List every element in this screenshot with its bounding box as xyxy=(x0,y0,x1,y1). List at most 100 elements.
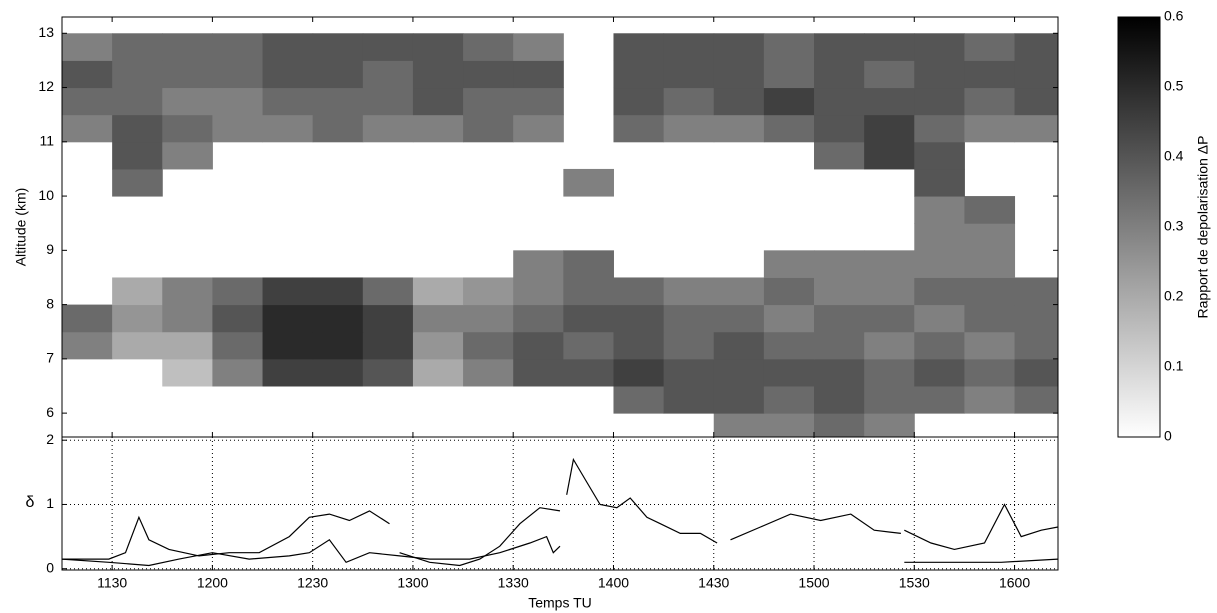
x-tick-label: 1430 xyxy=(698,575,729,591)
heat-cell xyxy=(763,358,815,387)
heat-cell xyxy=(262,87,314,116)
y-tick-label: 7 xyxy=(46,350,54,366)
heat-cell xyxy=(763,385,815,414)
heat-cell xyxy=(312,33,364,61)
y-tick-label: 0 xyxy=(46,559,54,575)
heatmap xyxy=(62,33,1058,437)
y-tick-label: 11 xyxy=(39,133,54,149)
heat-cell xyxy=(412,277,464,306)
heat-cell xyxy=(914,33,965,61)
heat-cell xyxy=(312,358,364,387)
heat-cell xyxy=(62,87,113,116)
heat-cell xyxy=(613,87,665,116)
heat-cell xyxy=(914,196,965,224)
heat-cell xyxy=(713,87,765,116)
heat-cell xyxy=(312,87,364,116)
heat-cell xyxy=(663,304,715,333)
heat-cell xyxy=(412,60,464,89)
heat-cell xyxy=(513,304,564,333)
heat-cell xyxy=(563,304,614,333)
heat-cell xyxy=(312,304,364,333)
heat-cell xyxy=(212,304,264,333)
heat-cell xyxy=(814,413,865,437)
heat-cell xyxy=(312,60,364,89)
heat-cell xyxy=(964,385,1016,414)
heat-cell xyxy=(1014,385,1058,414)
heat-cell xyxy=(262,331,314,360)
x-tick-label: 1600 xyxy=(999,575,1030,591)
heat-cell xyxy=(713,304,765,333)
y-tick-label: 6 xyxy=(46,404,54,420)
heat-cell xyxy=(663,358,715,387)
y-axis-title: Altitude (km) xyxy=(13,188,29,267)
heat-cell xyxy=(663,60,715,89)
heat-cell xyxy=(914,141,965,170)
heat-cell xyxy=(112,304,163,333)
heat-cell xyxy=(914,168,965,197)
heat-cell xyxy=(914,223,965,251)
heat-cell xyxy=(613,385,665,414)
colorbar-title: Rapport de depolarisation ΔP xyxy=(1195,136,1211,319)
heat-cell xyxy=(814,141,865,170)
heat-cell xyxy=(814,87,865,116)
heat-cell xyxy=(463,331,514,360)
heat-cell xyxy=(412,304,464,333)
heat-cell xyxy=(362,87,414,116)
heat-cell xyxy=(964,223,1016,251)
x-tick-label: 1300 xyxy=(397,575,428,591)
colorbar-tick-label: 0.5 xyxy=(1164,78,1184,94)
heat-cell xyxy=(713,60,765,89)
heat-cell xyxy=(864,250,915,278)
bottom-frame xyxy=(61,436,1059,571)
heat-cell xyxy=(763,331,815,360)
heat-cell xyxy=(964,60,1016,89)
heat-cell xyxy=(964,277,1016,306)
heat-cell xyxy=(713,358,765,387)
heat-cell xyxy=(864,114,915,143)
heat-cell xyxy=(62,60,113,89)
heat-cell xyxy=(162,304,213,333)
heat-cell xyxy=(763,277,815,306)
heat-cell xyxy=(412,331,464,360)
colorbar-tick-label: 0.1 xyxy=(1164,358,1184,374)
heat-cell xyxy=(814,60,865,89)
y-tick-label: 13 xyxy=(38,24,54,40)
colorbar-tick-label: 0.4 xyxy=(1164,148,1184,164)
heat-cell xyxy=(212,33,264,61)
heat-cell xyxy=(914,358,965,387)
x-tick-label: 1200 xyxy=(197,575,228,591)
heat-cell xyxy=(212,60,264,89)
heat-cell xyxy=(864,304,915,333)
heat-cell xyxy=(864,141,915,170)
heat-cell xyxy=(814,250,865,278)
heat-cell xyxy=(513,250,564,278)
heat-cell xyxy=(112,114,163,143)
heat-cell xyxy=(613,60,665,89)
heat-cell xyxy=(663,331,715,360)
heat-cell xyxy=(112,168,163,197)
y-axis-title: δ xyxy=(26,494,35,511)
y-tick-label: 9 xyxy=(46,241,54,257)
heat-cell xyxy=(864,87,915,116)
heat-cell xyxy=(362,114,414,143)
heat-cell xyxy=(713,277,765,306)
heat-cell xyxy=(864,358,915,387)
heat-cell xyxy=(513,87,564,116)
x-tick-label: 1530 xyxy=(899,575,930,591)
heat-cell xyxy=(262,60,314,89)
heat-cell xyxy=(613,33,665,61)
heat-cell xyxy=(814,114,865,143)
heat-cell xyxy=(563,331,614,360)
heat-cell xyxy=(112,33,163,61)
heat-cell xyxy=(814,385,865,414)
heat-cell xyxy=(964,331,1016,360)
heat-cell xyxy=(713,33,765,61)
heat-cell xyxy=(914,114,965,143)
heat-cell xyxy=(262,358,314,387)
heat-cell xyxy=(613,114,665,143)
heat-cell xyxy=(312,331,364,360)
y-tick-label: 10 xyxy=(38,187,54,203)
heat-cell xyxy=(964,250,1016,278)
heat-cell xyxy=(763,413,815,437)
